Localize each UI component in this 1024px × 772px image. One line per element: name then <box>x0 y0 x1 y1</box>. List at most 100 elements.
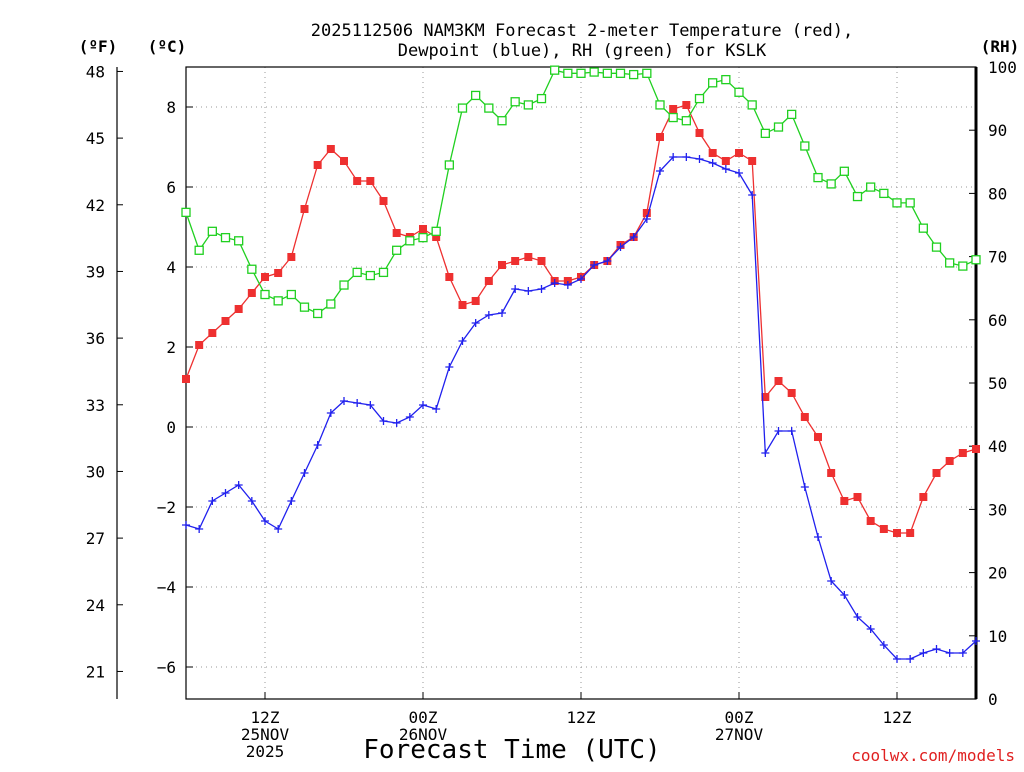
rh-tick-label: 80 <box>988 184 1007 203</box>
dewpoint-point <box>603 257 612 265</box>
temperature-point <box>932 469 941 477</box>
dewpoint-point <box>590 261 599 269</box>
rh-point <box>602 68 612 78</box>
temperature-point <box>261 273 269 281</box>
temperature-point <box>669 105 678 113</box>
dewpoint-point <box>945 649 954 657</box>
x-axis-title: Forecast Time (UTC) <box>363 735 660 765</box>
fahrenheit-tick-label: 48 <box>86 62 105 81</box>
celsius-tick-label: 0 <box>166 418 176 437</box>
celsius-unit-label: (ºC) <box>148 37 187 56</box>
rh-point <box>536 93 547 104</box>
rh-point <box>418 232 428 243</box>
rh-point <box>457 103 468 113</box>
dewpoint-point <box>906 655 915 663</box>
temperature-point <box>814 433 822 441</box>
temperature-point <box>537 257 546 265</box>
temperature-point <box>827 469 836 477</box>
rh-point <box>826 179 836 189</box>
temperature-point <box>906 529 915 537</box>
temperature-point <box>274 269 283 277</box>
rh-point <box>523 100 533 110</box>
temperature-point <box>234 305 243 313</box>
celsius-tick-label: −6 <box>157 658 176 677</box>
dewpoint-point <box>379 417 388 425</box>
temperature-point <box>866 517 875 525</box>
temperature-point <box>642 209 651 217</box>
temperature-point <box>682 101 691 109</box>
rh-point <box>734 87 744 97</box>
rh-point <box>655 100 665 110</box>
dewpoint-point <box>879 641 888 649</box>
fahrenheit-tick-label: 39 <box>86 262 105 281</box>
dewpoint-point <box>748 191 757 199</box>
rh-point <box>299 302 310 312</box>
rh-point <box>668 112 678 123</box>
chart-title-line-1: 2025112506 NAM3KM Forecast 2-meter Tempe… <box>311 21 853 41</box>
rh-point <box>773 122 784 132</box>
dewpoint-point <box>405 413 414 421</box>
dewpoint-point <box>814 533 822 541</box>
temperature-point <box>484 277 493 285</box>
dewpoint-point <box>419 401 427 409</box>
rh-tick-label: 20 <box>988 564 1007 583</box>
x-tick-label: 25NOV <box>241 725 290 744</box>
dewpoint-point <box>274 525 283 533</box>
dewpoint-point <box>208 497 217 505</box>
rh-point <box>694 93 705 104</box>
fahrenheit-tick-label: 24 <box>86 596 105 615</box>
dewpoint-point <box>695 155 704 163</box>
rh-point <box>879 188 889 199</box>
rh-point <box>642 68 652 78</box>
temperature-point <box>432 233 441 241</box>
x-tick-label: 12Z <box>883 708 912 727</box>
rh-point <box>852 191 863 202</box>
rh-point <box>181 207 191 218</box>
dewpoint-point <box>669 153 678 161</box>
rh-tick-label: 90 <box>988 121 1007 140</box>
dewpoint-point <box>656 167 664 175</box>
rh-tick-label: 10 <box>988 627 1007 646</box>
dewpoint-point <box>735 169 743 177</box>
dewpoint-point <box>682 153 691 161</box>
dewpoint-point <box>840 591 849 599</box>
temperature-point <box>972 445 980 453</box>
temperature-point <box>800 413 809 421</box>
dewpoint-point <box>787 427 796 435</box>
dewpoint-point <box>550 279 559 287</box>
rh-point <box>484 103 494 113</box>
dewpoint-point <box>972 637 980 645</box>
dewpoint-point <box>708 159 717 167</box>
rh-point <box>945 258 955 268</box>
celsius-tick-label: −4 <box>157 578 176 597</box>
rh-unit-label: (RH) <box>981 37 1020 56</box>
rh-tick-label: 50 <box>988 374 1007 393</box>
fahrenheit-tick-label: 42 <box>86 196 105 215</box>
fahrenheit-tick-label: 36 <box>86 329 105 348</box>
rh-point <box>260 289 270 300</box>
rh-point <box>747 100 757 110</box>
rh-point <box>471 90 481 101</box>
rh-tick-label: 70 <box>988 248 1007 267</box>
dewpoint-point <box>392 419 401 427</box>
rh-point <box>207 226 217 236</box>
rh-tick-label: 40 <box>988 437 1007 456</box>
celsius-tick-label: −2 <box>157 498 176 517</box>
dewpoint-point <box>537 285 546 293</box>
rh-point <box>510 97 520 107</box>
rh-point <box>286 289 296 300</box>
temperature-point <box>340 157 348 165</box>
dewpoint-point <box>353 399 362 407</box>
dewpoint-point <box>287 497 296 505</box>
temperature-point <box>498 261 506 269</box>
rh-point <box>931 242 942 252</box>
x-tick-label: 27NOV <box>715 725 764 744</box>
temperature-point <box>313 161 322 169</box>
temperature-point <box>182 375 190 383</box>
dewpoint-point <box>432 405 441 413</box>
temperature-point <box>366 177 375 185</box>
dewpoint-point <box>326 409 335 417</box>
temperature-point <box>840 497 849 505</box>
temperature-point <box>787 389 796 397</box>
